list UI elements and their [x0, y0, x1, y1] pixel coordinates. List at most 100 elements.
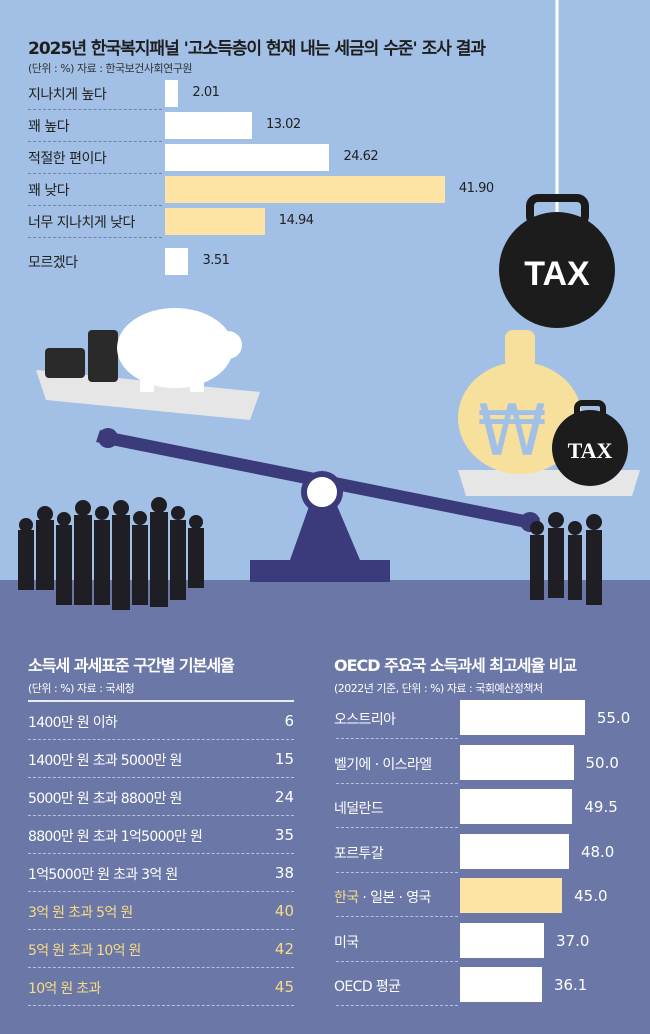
bracket-label: 3억 원 초과 5억 원 — [28, 905, 133, 921]
value-label: 50.0 — [585, 753, 619, 772]
seesaw-illustration: TAX ₩ TAX — [18, 0, 640, 610]
crowd-silhouette-left — [18, 497, 204, 610]
row-divider — [336, 827, 458, 828]
survey-row: 꽤 낮다 41.90 — [28, 174, 494, 206]
svg-text:₩: ₩ — [477, 390, 546, 472]
category-label: 꽤 낮다 — [28, 183, 70, 199]
table-row: 8800만 원 초과 1억5000만 원 35 — [28, 816, 294, 854]
value-label: 3.51 — [202, 253, 230, 268]
table-row: 1400만 원 이하 6 — [28, 702, 294, 740]
table-row: 5억 원 초과 10억 원 42 — [28, 930, 294, 968]
rate-value: 35 — [274, 826, 294, 844]
country-label: 미국 — [334, 934, 359, 951]
country-label: 네덜란드 — [334, 801, 384, 817]
row-divider — [28, 173, 162, 174]
oecd-row: 포르투갈 48.0 — [334, 831, 644, 875]
bar — [165, 144, 330, 171]
category-label: 꽤 높다 — [28, 119, 70, 135]
bar — [165, 176, 445, 203]
highlight-text: 한국 — [334, 890, 359, 906]
table-row: 3억 원 초과 5억 원 40 — [28, 892, 294, 930]
survey-row: 적절한 편이다 24.62 — [28, 142, 468, 174]
bracket-label: 5000만 원 초과 8800만 원 — [28, 791, 182, 807]
oecd-row: 한국 · 일본 · 영국 45.0 — [334, 875, 644, 919]
bar — [165, 80, 179, 107]
category-label: 너무 지나치게 낮다 — [28, 215, 135, 231]
survey-row: 모르겠다 3.51 — [28, 246, 468, 278]
country-label: 한국 · 일본 · 영국 — [334, 887, 431, 907]
oecd-chart-title: OECD 주요국 소득과세 최고세율 비교 — [334, 656, 577, 675]
value-label: 48.0 — [580, 842, 615, 861]
row-divider — [336, 960, 458, 962]
table-row: 1억5000만 원 초과 3억 원 38 — [28, 854, 294, 892]
value-label: 36.1 — [553, 976, 588, 994]
survey-chart-title: 2025년 한국복지패널 '고소득층이 현재 내는 세금의 수준' 조사 결과 — [28, 39, 486, 59]
rate-value: 15 — [274, 750, 294, 768]
label-rest: · 일본 · 영국 — [358, 890, 431, 906]
svg-text:TAX: TAX — [568, 438, 613, 463]
value-label: 13.02 — [265, 117, 301, 132]
row-divider — [336, 738, 458, 739]
crowd-silhouette-right — [530, 512, 602, 605]
bracket-label: 1400만 원 이하 — [28, 715, 118, 731]
bar — [165, 208, 265, 235]
bar — [460, 700, 585, 735]
oecd-row: 벨기에 · 이스라엘 50.0 — [334, 742, 644, 786]
bar — [460, 833, 569, 869]
bar — [460, 789, 573, 824]
oecd-row: 오스트리아 55.0 — [334, 697, 644, 741]
row-divider — [336, 1005, 458, 1006]
table-row: 5000만 원 초과 8800만 원 24 — [28, 778, 294, 816]
table-row: 10억 원 초과 45 — [28, 968, 294, 1006]
value-label: 45.0 — [574, 887, 608, 905]
rate-value: 24 — [274, 788, 294, 806]
rate-value: 38 — [274, 864, 294, 882]
oecd-row: 미국 37.0 — [334, 920, 644, 964]
value-label: 55.0 — [596, 709, 631, 727]
pivot — [301, 471, 343, 513]
row-divider — [336, 916, 458, 917]
row-divider — [28, 109, 162, 110]
value-label: 2.01 — [192, 85, 220, 100]
tax-label: TAX — [524, 255, 590, 293]
category-label: 적절한 편이다 — [28, 151, 107, 167]
small-tax-weight-icon: TAX — [552, 400, 628, 486]
value-label: 49.5 — [584, 798, 618, 816]
tax-weight-icon: TAX — [499, 194, 615, 328]
bar — [460, 744, 574, 780]
tax-bracket-table: 1400만 원 이하 6 1400만 원 초과 5000만 원 15 5000만 원 초… — [28, 700, 294, 1006]
rate-value: 6 — [284, 712, 294, 730]
bracket-label: 5억 원 초과 10억 원 — [28, 943, 141, 959]
bracket-table-subtitle: (단위 : %) 자료 : 국세청 — [28, 682, 135, 695]
country-label: 오스트리아 — [334, 712, 396, 728]
left-plate — [36, 370, 260, 420]
row-divider — [336, 782, 458, 784]
bar — [460, 878, 563, 913]
money-bag-icon: ₩ — [458, 330, 582, 474]
oecd-row: OECD 평균 36.1 — [334, 964, 644, 1008]
rate-value: 40 — [274, 902, 294, 920]
category-label: 지나치게 높다 — [28, 87, 107, 103]
bar — [165, 112, 252, 139]
value-label: 37.0 — [555, 931, 590, 950]
table-row: 1400만 원 초과 5000만 원 15 — [28, 740, 294, 778]
value-label: 41.90 — [458, 181, 494, 196]
survey-row: 너무 지나치게 낮다 14.94 — [28, 206, 468, 238]
row-divider — [28, 141, 162, 142]
row-divider — [336, 871, 458, 873]
oecd-row: 네덜란드 49.5 — [334, 786, 644, 830]
survey-row: 꽤 높다 13.02 — [28, 110, 468, 142]
bracket-label: 1400만 원 초과 5000만 원 — [28, 753, 182, 769]
country-label: OECD 평균 — [334, 979, 401, 995]
country-label: 벨기에 · 이스라엘 — [334, 756, 432, 773]
bracket-label: 1억5000만 원 초과 3억 원 — [28, 867, 178, 883]
bracket-table-title: 소득세 과세표준 구간별 기본세율 — [28, 656, 235, 675]
country-label: 포르투갈 — [334, 845, 384, 862]
bracket-label: 8800만 원 초과 1억5000만 원 — [28, 829, 203, 845]
rate-value: 45 — [274, 978, 294, 996]
bracket-label: 10억 원 초과 — [28, 981, 101, 997]
row-divider — [28, 205, 162, 206]
seesaw-stand — [290, 470, 360, 560]
oecd-chart-subtitle: (2022년 기준, 단위 : %) 자료 : 국회예산정책처 — [334, 682, 543, 695]
bar — [460, 922, 544, 958]
